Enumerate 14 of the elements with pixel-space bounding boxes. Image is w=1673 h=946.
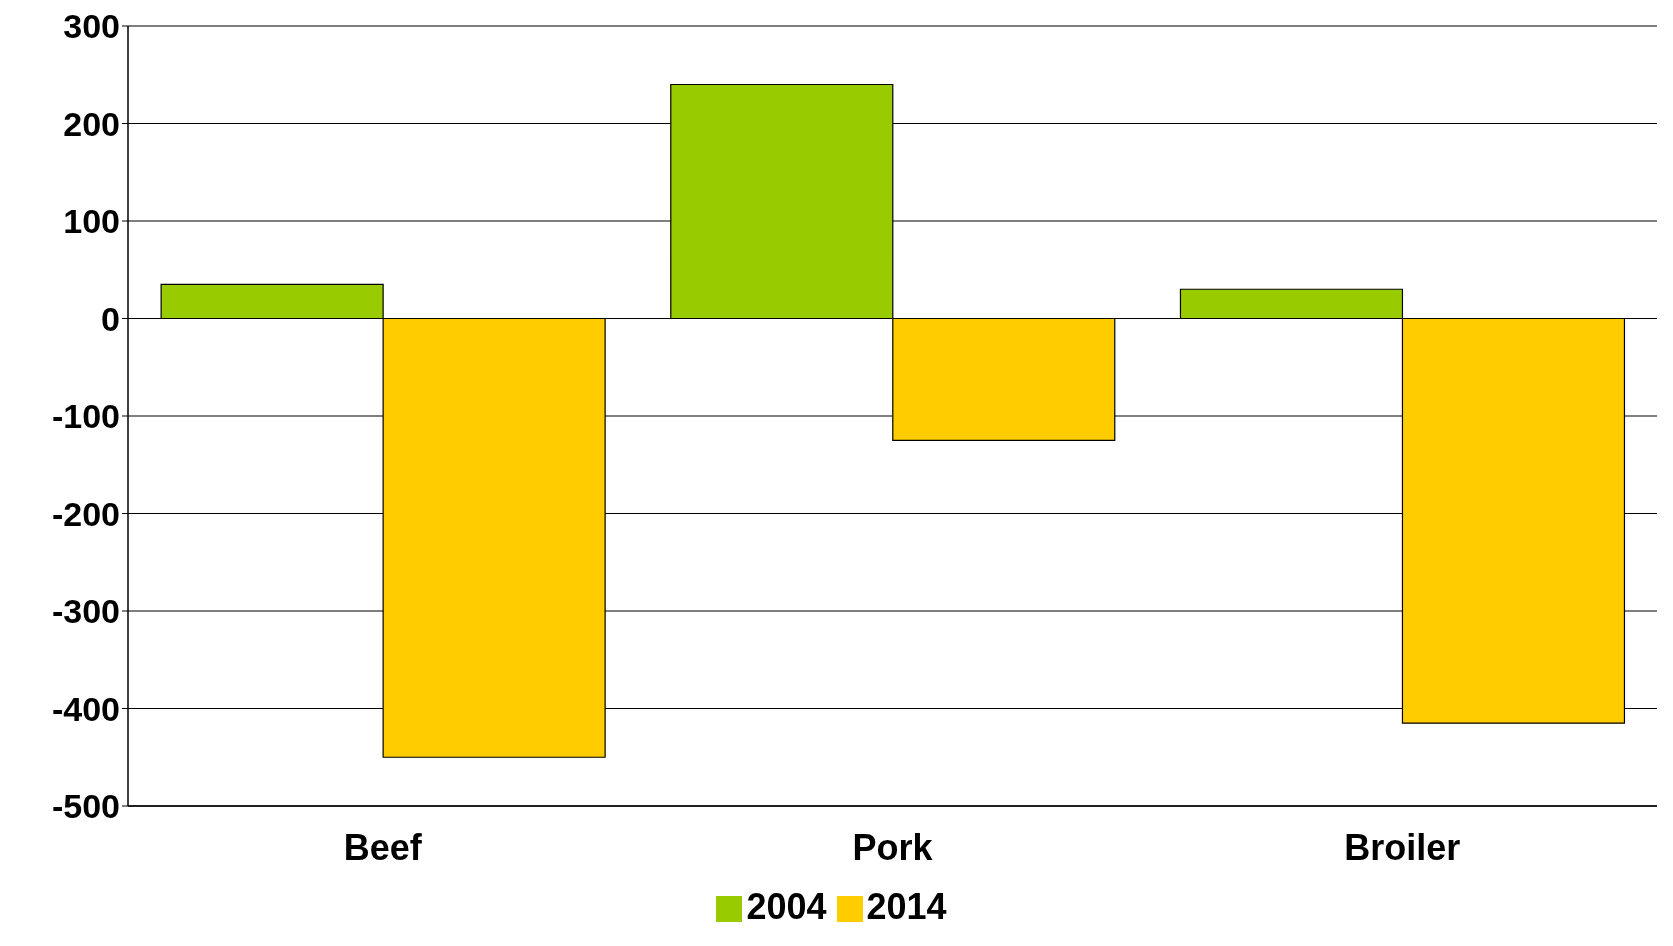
- x-tick-label: Pork: [852, 826, 934, 868]
- y-tick-label: -100: [51, 397, 120, 436]
- y-tick-label: -300: [51, 592, 120, 631]
- legend-label: 2014: [866, 886, 947, 927]
- x-tick-label: Broiler: [1344, 826, 1461, 868]
- y-tick-label: 200: [63, 104, 120, 143]
- y-tick-label: 100: [63, 202, 120, 241]
- y-tick-label: -200: [51, 494, 120, 533]
- legend-label: 2004: [746, 886, 827, 927]
- y-tick-label: -500: [51, 787, 120, 826]
- y-tick-label: 0: [101, 299, 120, 338]
- y-tick-label: 300: [63, 7, 120, 46]
- x-tick-label: Beef: [343, 826, 423, 868]
- y-tick-label: -400: [51, 689, 120, 728]
